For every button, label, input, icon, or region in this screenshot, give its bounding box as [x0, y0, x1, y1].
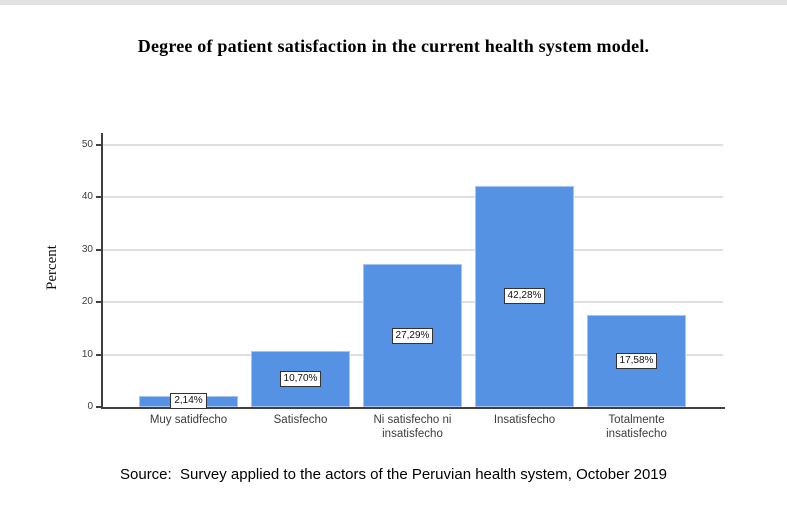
- y-tick-label: 10: [81, 348, 93, 360]
- y-axis-tick: [96, 406, 101, 408]
- bar: 27,29%: [363, 264, 462, 407]
- y-tick-label: 40: [81, 191, 93, 203]
- gridline: [103, 196, 723, 199]
- bar-value-label: 17,58%: [615, 352, 658, 369]
- y-axis-tick: [96, 144, 101, 147]
- bar: 42,28%: [475, 185, 574, 407]
- bar: 17,58%: [587, 314, 686, 407]
- gridline: [103, 144, 723, 147]
- bar-value-label: 2,14%: [170, 393, 207, 410]
- category-label: Totalmente insatisfecho: [606, 414, 667, 440]
- chart-title: Degree of patient satisfaction in the cu…: [137, 36, 650, 56]
- y-axis-tick: [96, 301, 101, 304]
- category-label: Ni satisfecho ni insatisfecho: [373, 414, 452, 440]
- category-label: Insatisfecho: [493, 414, 556, 426]
- y-tick-label: 50: [81, 139, 93, 151]
- category-label: Muy satidfecho: [149, 414, 228, 426]
- bar: 10,70%: [251, 350, 350, 407]
- bar-value-label: 10,70%: [279, 370, 322, 387]
- bar-value-label: 27,29%: [391, 327, 434, 344]
- y-tick-label: 0: [87, 401, 93, 412]
- category-label: Satisfecho: [273, 414, 328, 426]
- y-axis-tick: [96, 248, 101, 251]
- y-axis-tick: [96, 353, 101, 356]
- y-tick-label: 20: [81, 296, 93, 308]
- y-axis-label: Percent: [44, 245, 60, 290]
- plot-area: 2,14% 10,70% 27,29% 42,28% 17,58%: [103, 133, 723, 410]
- y-axis-line: [101, 133, 103, 409]
- x-axis-line: [101, 407, 725, 409]
- y-tick-label: 30: [81, 243, 93, 255]
- y-axis-tick: [96, 196, 101, 199]
- bar-value-label: 42,28%: [503, 288, 546, 305]
- bar: 2,14%: [139, 393, 238, 410]
- gridline: [103, 248, 723, 251]
- top-strip: [0, 0, 787, 5]
- source-note: Source: Survey applied to the actors of …: [120, 466, 667, 483]
